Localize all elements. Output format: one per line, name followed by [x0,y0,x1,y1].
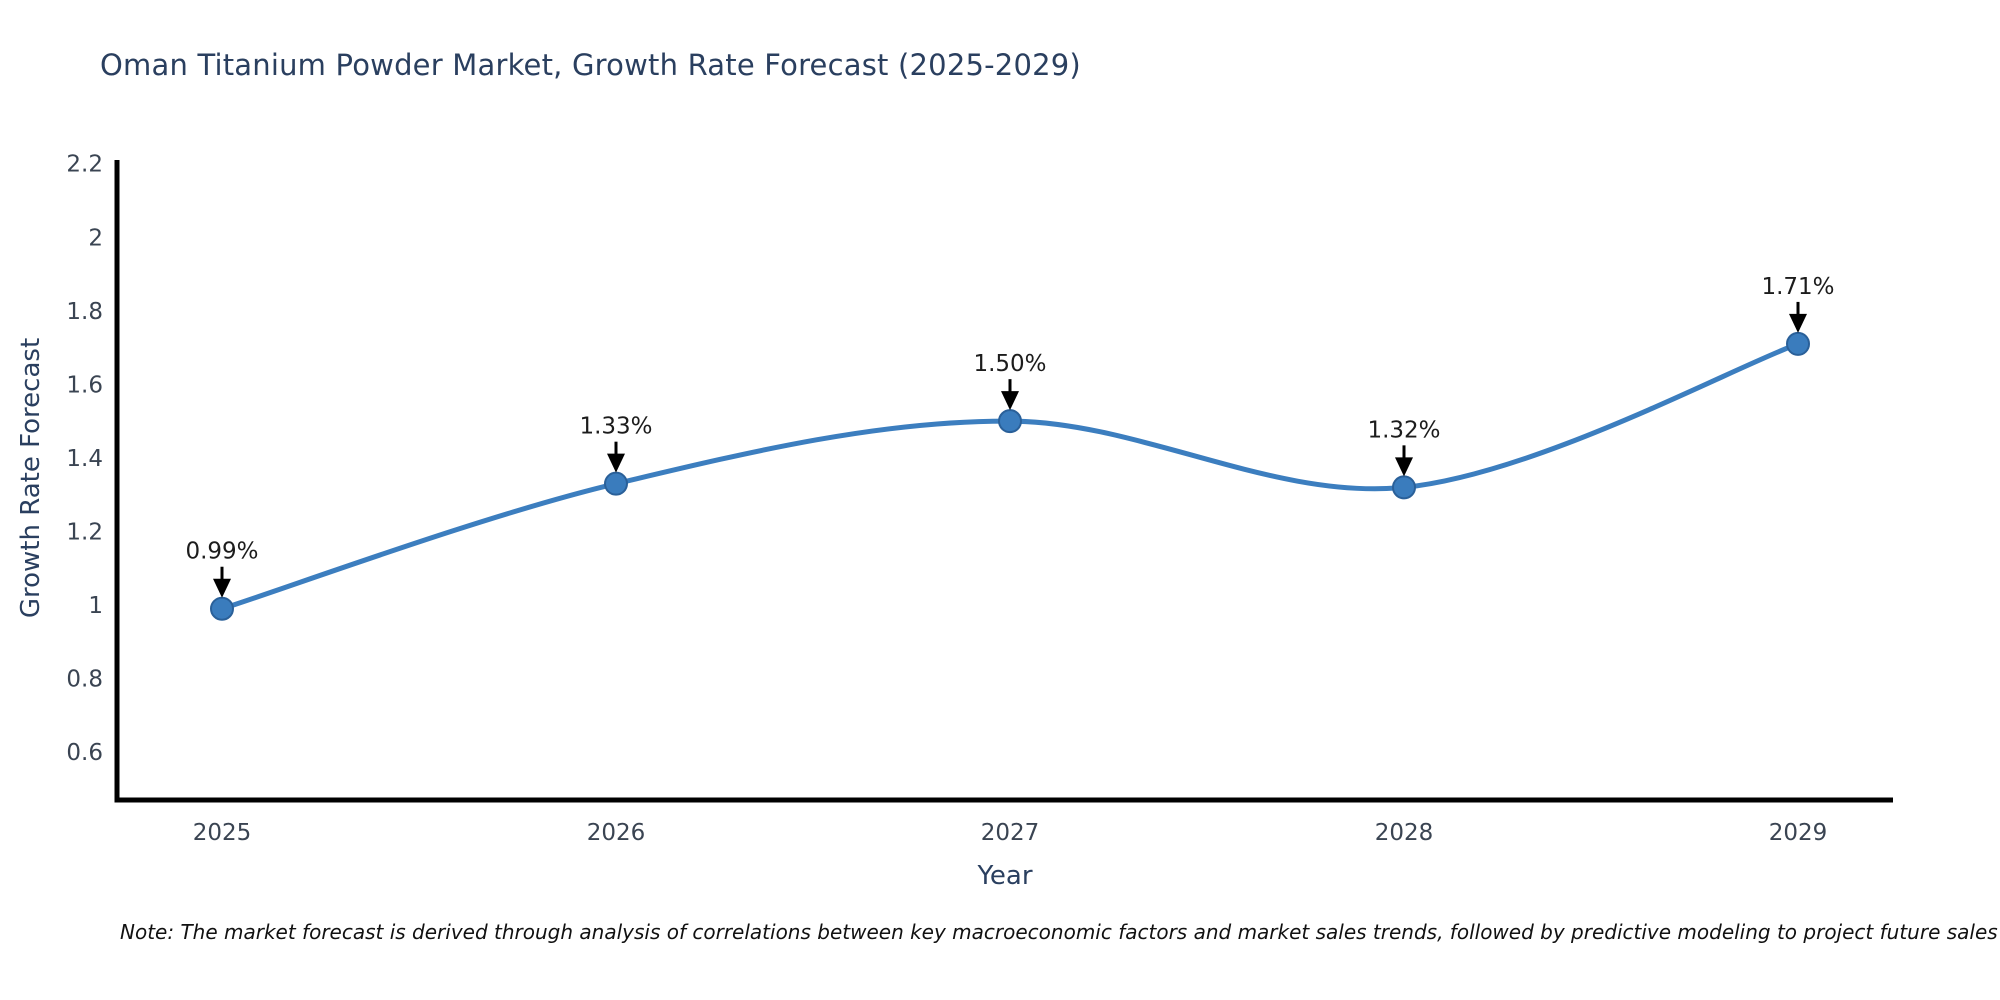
x-tick-label: 2029 [1769,820,1828,846]
y-tick-label: 1.6 [66,372,103,398]
x-tick-label: 2025 [193,820,252,846]
y-tick-label: 2 [88,225,103,251]
y-tick-label: 2.2 [66,152,103,178]
annotation-arrowhead [1001,391,1019,411]
data-point-label: 1.50% [973,351,1046,377]
chart-title: Oman Titanium Powder Market, Growth Rate… [100,48,1081,82]
data-point-marker[interactable] [1392,475,1416,500]
y-tick-label: 0.8 [66,667,103,693]
data-point-marker[interactable] [998,409,1022,434]
y-tick-label: 0.6 [66,740,103,766]
annotation-arrowhead [607,453,625,473]
data-point-label: 1.33% [579,414,652,440]
x-tick-label: 2026 [587,820,646,846]
y-tick-label: 1.4 [66,446,103,472]
data-point-marker[interactable] [604,471,628,496]
y-tick-label: 1.2 [66,520,103,546]
y-tick-label: 1 [88,593,103,619]
data-point-label: 1.32% [1367,417,1440,443]
annotation-arrowhead [1395,457,1413,477]
annotation-arrowhead [213,578,231,598]
data-point-marker[interactable] [1786,331,1810,356]
y-tick-label: 1.8 [66,299,103,325]
x-axis-title: Year [977,861,1033,891]
data-point-label: 0.99% [185,539,258,565]
x-tick-label: 2027 [981,820,1040,846]
data-point-label: 1.71% [1761,274,1834,300]
x-tick-label: 2028 [1375,820,1434,846]
data-point-marker[interactable] [210,596,234,621]
annotation-arrowhead [1789,313,1807,333]
footnote: Note: The market forecast is derived thr… [120,920,1998,944]
